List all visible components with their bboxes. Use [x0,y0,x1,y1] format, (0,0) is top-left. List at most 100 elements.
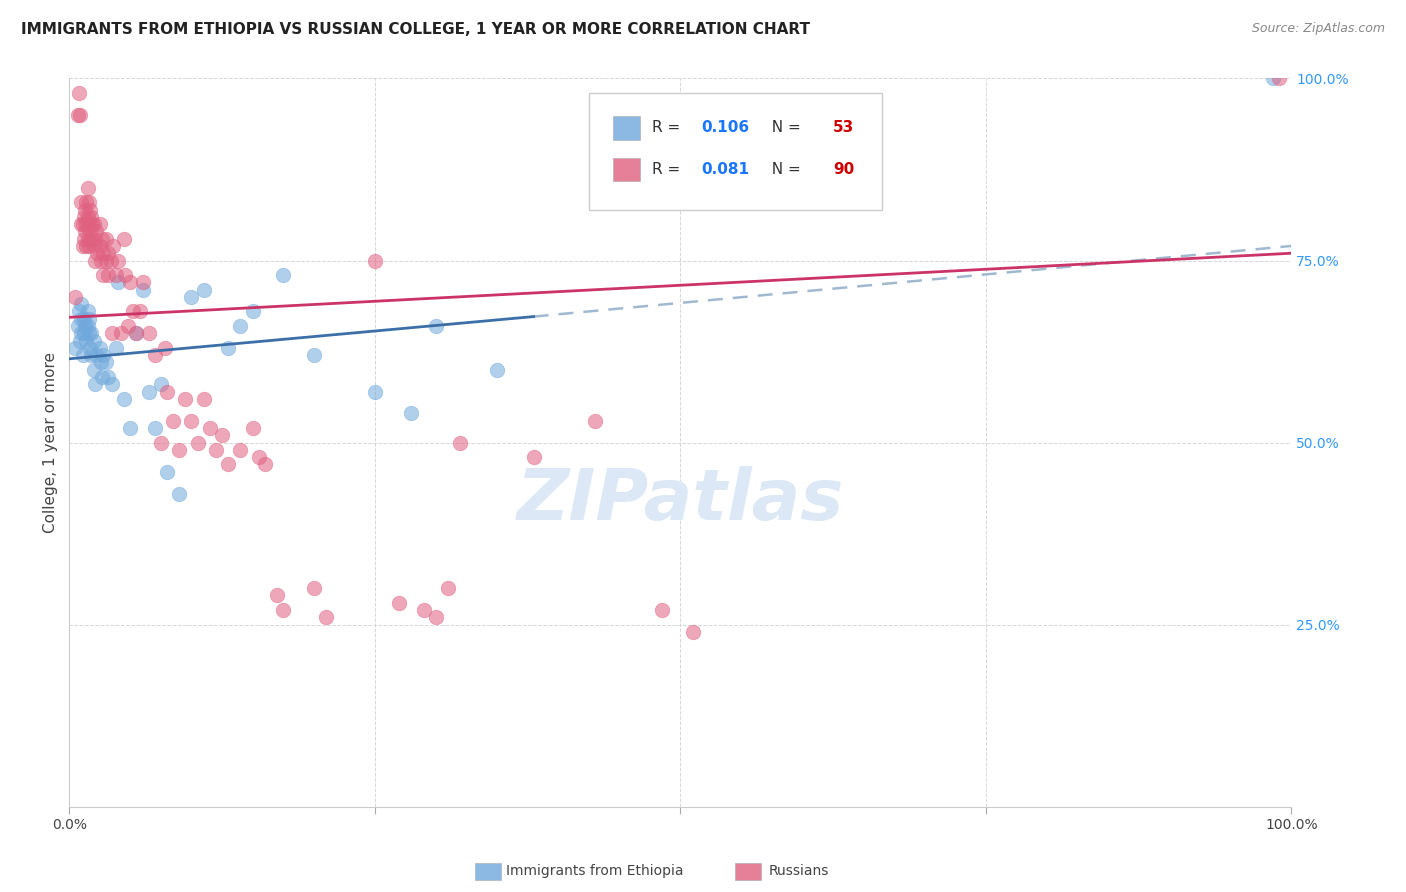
Point [90,253,112,268]
Point [193,283,215,297]
Point [302,581,325,595]
Point [125,326,148,341]
Point [229,442,252,457]
Point [73,232,96,246]
Point [89,341,111,355]
Point [651,603,673,617]
Point [162,414,184,428]
Point [91,370,114,384]
Point [73,311,96,326]
Point [94,253,117,268]
Point [125,326,148,341]
FancyBboxPatch shape [589,93,882,210]
Text: N =: N = [762,162,806,177]
Text: Russians: Russians [769,863,830,878]
Point [242,421,264,435]
Point [104,268,127,282]
Point [107,253,129,268]
Point [75,319,97,334]
Point [72,217,94,231]
Point [76,232,98,246]
Text: ZIPatlas: ZIPatlas [516,467,844,535]
Point [217,341,239,355]
Point [76,304,98,318]
Point [82,217,104,231]
Point [485,362,508,376]
Point [401,406,423,420]
Point [425,610,447,624]
Point [156,384,179,399]
Point [364,384,387,399]
Point [253,458,276,472]
Text: 0.106: 0.106 [702,120,749,136]
Point [138,384,160,399]
Point [83,232,105,246]
Point [198,421,221,435]
Point [149,377,172,392]
Bar [613,116,640,140]
Point [91,232,114,246]
Bar [613,158,640,181]
Point [76,319,98,334]
Point [129,304,152,318]
Point [217,458,239,472]
Point [425,319,447,334]
Point [138,326,160,341]
Point [101,377,124,392]
Text: R =: R = [652,162,685,177]
Point [83,253,105,268]
Point [120,276,142,290]
Point [80,210,103,224]
Point [101,326,124,341]
Point [70,326,93,341]
Point [120,421,142,435]
Point [79,224,101,238]
Text: N =: N = [762,120,806,136]
Y-axis label: College, 1 year or more: College, 1 year or more [44,352,58,533]
Point [266,589,288,603]
Point [412,603,434,617]
Point [523,450,546,464]
Point [73,210,96,224]
Point [70,311,93,326]
Point [149,435,172,450]
Point [84,348,107,362]
Point [66,108,89,122]
Point [180,290,202,304]
Point [143,421,166,435]
Point [143,348,166,362]
Point [271,268,294,282]
Point [72,239,94,253]
Point [187,435,209,450]
Point [72,348,94,362]
Point [75,195,97,210]
Point [80,326,103,341]
Point [271,603,294,617]
Point [121,304,143,318]
Point [66,319,89,334]
Point [86,246,108,260]
Point [97,268,120,282]
Text: Source: ZipAtlas.com: Source: ZipAtlas.com [1251,22,1385,36]
Point [75,334,97,348]
Point [69,108,91,122]
Point [70,297,93,311]
Point [315,610,337,624]
Point [94,232,117,246]
Point [80,348,103,362]
Text: 90: 90 [832,162,855,177]
Point [83,217,105,231]
Point [247,450,270,464]
Point [174,392,197,406]
Point [437,581,460,595]
Point [167,486,190,500]
Point [77,217,100,231]
Point [67,304,90,318]
Point [583,414,606,428]
Point [110,326,132,341]
Point [80,232,103,246]
Text: Immigrants from Ethiopia: Immigrants from Ethiopia [506,863,683,878]
Text: 0.081: 0.081 [702,162,749,177]
Point [93,268,115,282]
Point [103,239,125,253]
